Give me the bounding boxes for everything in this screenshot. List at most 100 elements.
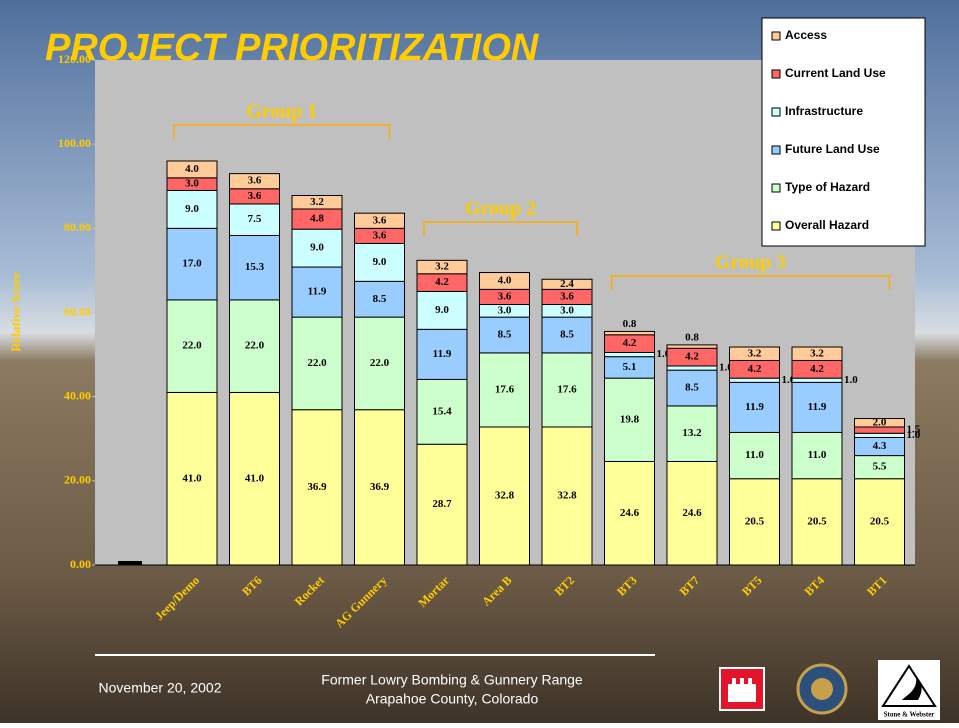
- data-label: 0.8: [685, 331, 699, 343]
- data-label: 11.0: [745, 449, 764, 461]
- data-label: 3.6: [373, 214, 387, 226]
- data-label: 20.5: [807, 515, 827, 527]
- legend-label: Type of Hazard: [785, 180, 870, 194]
- data-label: 4.2: [623, 337, 637, 349]
- data-label: 3.2: [748, 347, 762, 359]
- data-label: 15.3: [245, 261, 265, 273]
- logo-castle: [728, 678, 756, 702]
- y-tick-label: 80.00: [64, 220, 91, 234]
- bar-segment: [605, 352, 655, 356]
- legend-swatch: [772, 32, 780, 40]
- footer-line: Former Lowry Bombing & Gunnery Range: [321, 672, 583, 688]
- data-label: 11.9: [433, 348, 452, 360]
- data-label: 3.2: [435, 261, 449, 273]
- data-label: 9.0: [310, 242, 324, 254]
- bar-segment: [605, 331, 655, 334]
- y-axis-label: Relative Score: [8, 272, 23, 352]
- legend-label: Overall Hazard: [785, 218, 869, 232]
- logo-text: Stone & Webster: [884, 711, 935, 719]
- data-label: 2.4: [560, 278, 574, 290]
- footer-line: Arapahoe County, Colorado: [366, 691, 539, 707]
- slide: PROJECT PRIORITIZATION Relative Score No…: [0, 0, 959, 723]
- data-label: 11.0: [808, 449, 827, 461]
- y-tick-label: 60.00: [64, 304, 91, 318]
- data-label: 28.7: [432, 498, 452, 510]
- data-label: 41.0: [245, 472, 265, 484]
- data-label: 15.4: [432, 405, 452, 417]
- y-tick-label: 40.00: [64, 388, 91, 402]
- data-label: 8.5: [685, 382, 699, 394]
- data-label: 3.0: [185, 178, 199, 190]
- legend-label: Infrastructure: [785, 104, 863, 118]
- data-label: 2.0: [873, 416, 887, 428]
- data-label: 5.5: [873, 461, 887, 473]
- data-label: 24.6: [682, 507, 702, 519]
- data-label: 36.9: [370, 481, 390, 493]
- data-label: 1.0: [844, 374, 858, 386]
- y-tick-label: 20.00: [64, 473, 91, 487]
- data-label: 3.6: [498, 290, 512, 302]
- data-label: 19.8: [620, 413, 640, 425]
- legend-swatch: [772, 222, 780, 230]
- data-label: 4.2: [685, 351, 699, 363]
- data-label: 4.2: [435, 276, 449, 288]
- data-label: 24.6: [620, 507, 640, 519]
- data-label: 13.2: [682, 427, 702, 439]
- data-label: 22.0: [182, 340, 202, 352]
- legend-swatch: [772, 108, 780, 116]
- data-label: 4.0: [185, 163, 199, 175]
- data-label: 41.0: [182, 472, 202, 484]
- data-label: 32.8: [557, 490, 577, 502]
- legend: [762, 18, 925, 246]
- data-label: 36.9: [307, 481, 327, 493]
- bar-segment: [667, 345, 717, 348]
- data-label: 3.2: [810, 347, 824, 359]
- data-label: 4.2: [748, 363, 762, 375]
- bar-segment: [667, 366, 717, 370]
- data-label: 20.5: [870, 515, 890, 527]
- logo-seal: [811, 678, 833, 700]
- y-tick-label: 120.00: [58, 52, 91, 66]
- legend-swatch: [772, 70, 780, 78]
- data-label: 4.8: [310, 213, 324, 225]
- data-label: 1.5: [907, 424, 921, 436]
- data-label: 3.0: [560, 304, 574, 316]
- data-label: 4.2: [810, 363, 824, 375]
- data-label: 11.9: [808, 401, 827, 413]
- group-label: Group 3: [715, 252, 786, 274]
- data-label: 20.5: [745, 515, 765, 527]
- data-label: 3.6: [373, 229, 387, 241]
- y-tick-label: 0.00: [70, 557, 91, 571]
- marker: [118, 561, 142, 565]
- legend-label: Current Land Use: [785, 66, 886, 80]
- data-label: 17.0: [182, 258, 202, 270]
- data-label: 5.1: [623, 361, 637, 373]
- data-label: 3.6: [248, 190, 262, 202]
- bar-segment: [792, 378, 842, 382]
- data-label: 4.0: [498, 274, 512, 286]
- group-label: Group 1: [246, 101, 317, 123]
- data-label: 8.5: [373, 293, 387, 305]
- footer-date: November 20, 2002: [99, 680, 222, 696]
- data-label: 7.5: [248, 213, 262, 225]
- data-label: 9.0: [435, 304, 449, 316]
- data-label: 11.9: [745, 401, 764, 413]
- bar-segment: [730, 378, 780, 382]
- data-label: 22.0: [370, 357, 390, 369]
- data-label: 3.0: [498, 304, 512, 316]
- legend-swatch: [772, 146, 780, 154]
- y-tick-label: 100.00: [58, 136, 91, 150]
- data-label: 9.0: [373, 256, 387, 268]
- data-label: 32.8: [495, 490, 515, 502]
- data-label: 3.2: [310, 196, 324, 208]
- group-label: Group 2: [465, 198, 536, 220]
- legend-swatch: [772, 184, 780, 192]
- data-label: 8.5: [560, 329, 574, 341]
- data-label: 17.6: [495, 383, 515, 395]
- data-label: 3.6: [248, 175, 262, 187]
- data-label: 11.9: [308, 286, 327, 298]
- data-label: 22.0: [245, 340, 265, 352]
- bar-segment: [855, 433, 905, 437]
- legend-label: Access: [785, 28, 827, 42]
- chart-title: PROJECT PRIORITIZATION: [45, 27, 540, 69]
